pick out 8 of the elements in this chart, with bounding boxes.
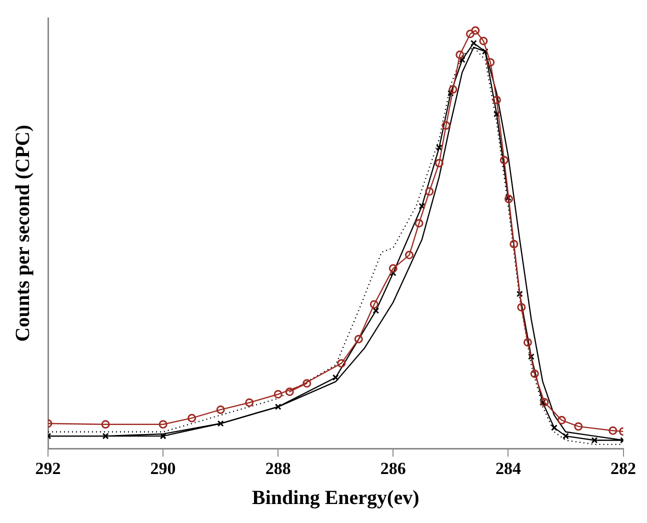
- x-tick-label: 284: [495, 459, 522, 478]
- x-axis-title: Binding Energy(ev): [252, 487, 420, 510]
- x-tick-label: 288: [265, 459, 291, 478]
- x-tick-label: 286: [380, 459, 406, 478]
- y-axis-title: Counts per second (CPC): [12, 124, 34, 342]
- x-tick-label: 290: [150, 459, 176, 478]
- x-tick-label: 292: [35, 459, 61, 478]
- x-tick-label: 282: [610, 459, 636, 478]
